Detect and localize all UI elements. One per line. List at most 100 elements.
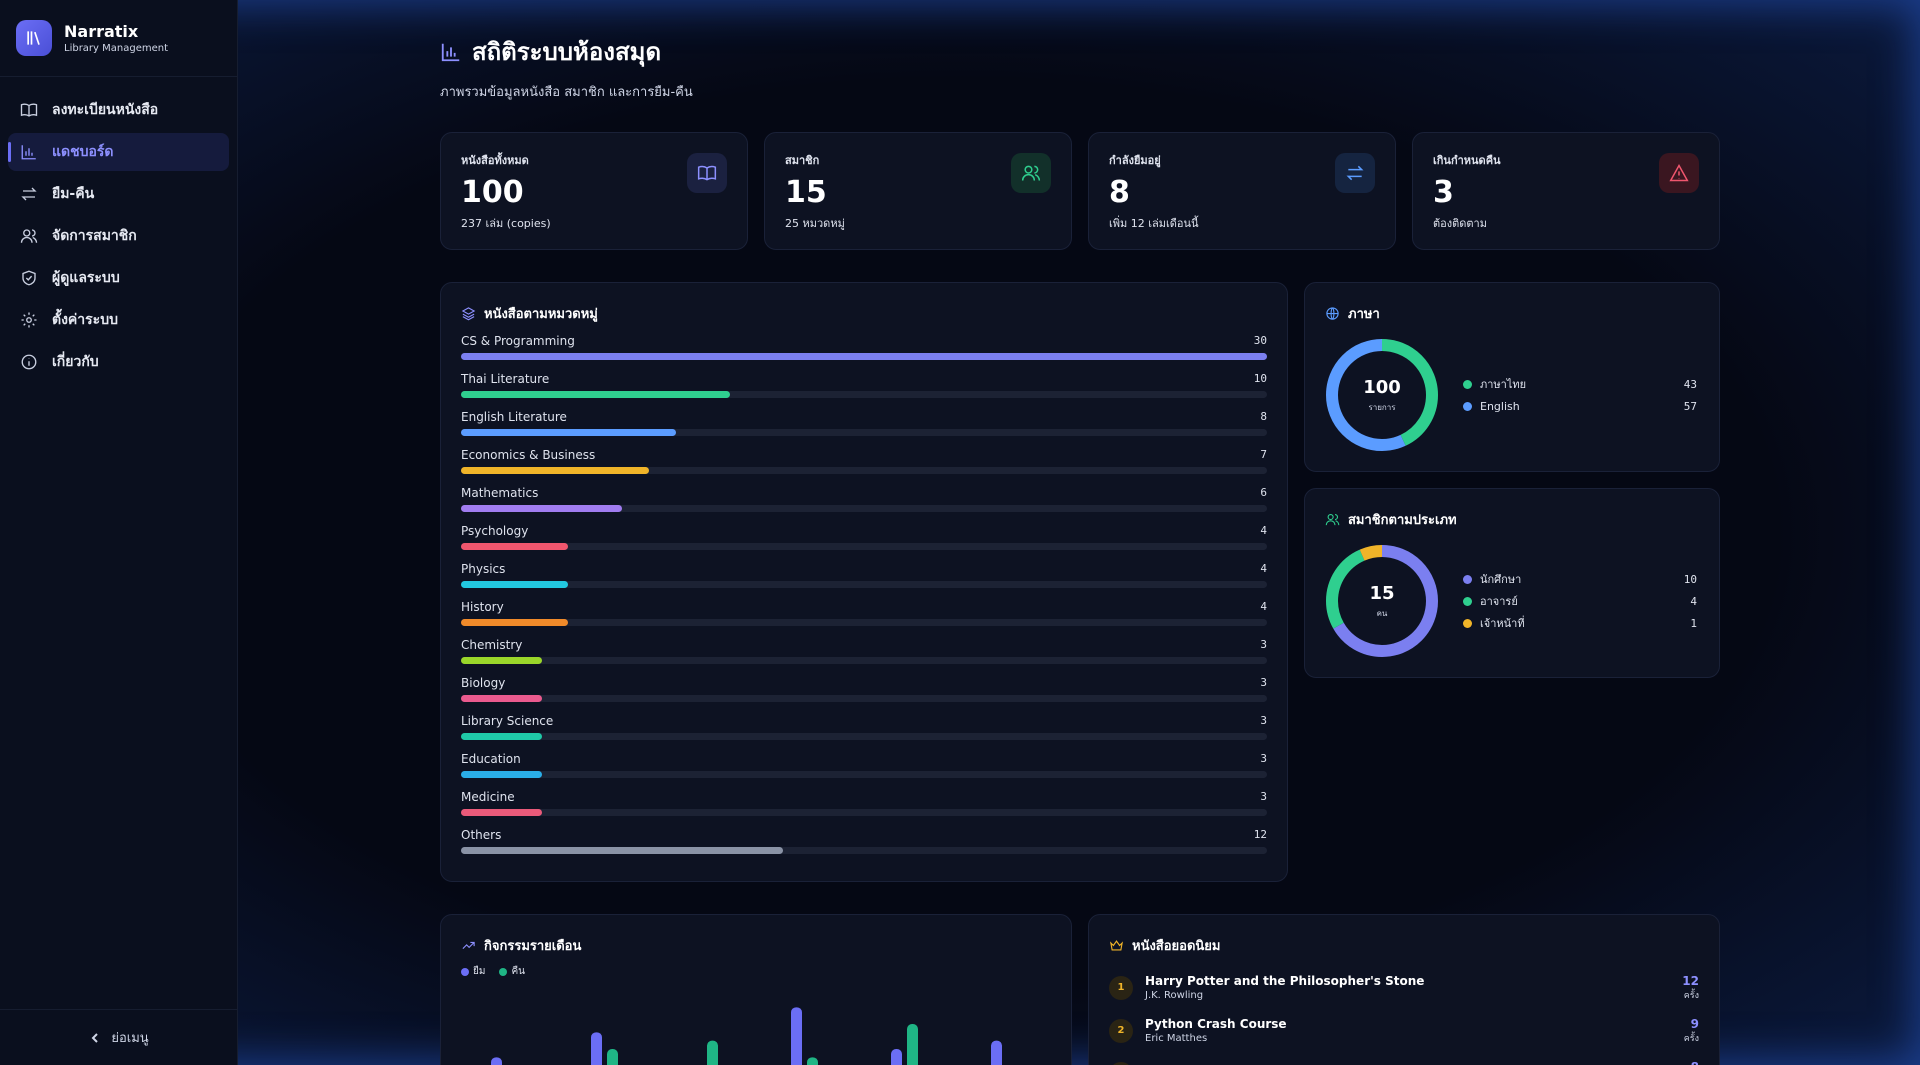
stat-card: หนังสือทั้งหมด 100 237 เล่ม (copies) (440, 132, 748, 250)
category-bar-track (461, 657, 1267, 664)
activity-card: กิจกรรมรายเดือน ยืม คืน (440, 914, 1072, 1065)
donut-slice (1326, 545, 1438, 657)
category-row: Chemistry 3 (461, 638, 1267, 676)
collapse-menu-button[interactable]: ย่อเมนู (0, 1009, 238, 1065)
category-bar-track (461, 733, 1267, 740)
legend-dot (1463, 379, 1472, 389)
sidebar-item-dashboard[interactable]: แดชบอร์ด (8, 133, 229, 171)
language-total: 100 (1363, 376, 1401, 398)
activity-chart (491, 1007, 1002, 1065)
stat-value: 100 (461, 175, 524, 210)
legend-value: 1 (1690, 616, 1697, 630)
category-bar (461, 543, 569, 550)
category-bar-track (461, 353, 1267, 360)
category-bar (461, 733, 542, 740)
legend-item: นักศึกษา 10 (1463, 568, 1697, 590)
swap-icon (1346, 165, 1364, 181)
sidebar-item-catalog[interactable]: ลงทะเบียนหนังสือ (8, 91, 229, 129)
legend-value: 4 (1690, 594, 1697, 608)
sidebar-item-label: ผู้ดูแลระบบ (52, 270, 120, 286)
brand-subtitle: Library Management (64, 43, 169, 54)
category-bar-track (461, 847, 1267, 854)
member-types-title: สมาชิกตามประเภท (1348, 513, 1457, 528)
book-icon (20, 103, 38, 117)
stat-label: สมาชิก (785, 154, 820, 167)
borrow-unit: ครั้ง (1683, 1033, 1699, 1044)
stat-label: เกินกำหนดคืน (1433, 154, 1501, 167)
stat-icon-box (1335, 153, 1375, 193)
category-bar (461, 505, 623, 512)
alert-icon (1669, 163, 1689, 182)
book-author: Eric Matthes (1145, 1033, 1208, 1044)
sidebar-item-admin[interactable]: ผู้ดูแลระบบ (8, 259, 229, 297)
sidebar-item-label: เกี่ยวกับ (52, 354, 99, 370)
category-bar (461, 695, 542, 702)
activity-title: กิจกรรมรายเดือน (484, 939, 582, 954)
category-count: 3 (1260, 638, 1267, 651)
book-title: Python Crash Course (1145, 1017, 1287, 1031)
stat-value: 8 (1109, 175, 1130, 210)
sidebar-item-about[interactable]: เกี่ยวกับ (8, 343, 229, 381)
category-count: 3 (1260, 714, 1267, 727)
stat-label: กำลังยืมอยู่ (1109, 154, 1161, 167)
category-list: CS & Programming 30 Thai Literature 10 E… (461, 334, 1267, 866)
category-name: Economics & Business (461, 448, 596, 462)
category-count: 3 (1260, 752, 1267, 765)
category-count: 3 (1260, 790, 1267, 803)
stat-card: กำลังยืมอยู่ 8 เพิ่ม 12 เล่มเดือนนี้ (1088, 132, 1396, 250)
sidebar-item-borrow[interactable]: ยืม-คืน (8, 175, 229, 213)
member-types-donut: 15 คน (1325, 544, 1439, 658)
category-name: History (461, 600, 504, 614)
activity-bar (607, 1049, 618, 1065)
stat-label: หนังสือทั้งหมด (461, 154, 529, 167)
sidebar-item-settings[interactable]: ตั้งค่าระบบ (8, 301, 229, 339)
language-donut: 100 รายการ (1325, 338, 1439, 452)
category-count: 10 (1253, 372, 1267, 385)
category-row: Mathematics 6 (461, 486, 1267, 524)
legend-dot (461, 967, 469, 976)
donut-slice (1326, 339, 1438, 451)
activity-legend-item: คืน (499, 964, 525, 979)
users-icon (1021, 165, 1041, 181)
collapse-label: ย่อเมนู (111, 1031, 149, 1046)
sidebar-item-members[interactable]: จัดการสมาชิก (8, 217, 229, 255)
category-row: Education 3 (461, 752, 1267, 790)
book-author: J.K. Rowling (1145, 990, 1204, 1001)
category-count: 30 (1253, 334, 1267, 347)
activity-series-name: ยืม (473, 966, 486, 977)
stat-sub: 25 หมวดหมู่ (785, 217, 845, 230)
category-name: Medicine (461, 790, 515, 804)
category-name: Thai Literature (461, 372, 550, 386)
category-bar (461, 467, 650, 474)
category-name: CS & Programming (461, 334, 575, 348)
brand-name: Narratix (64, 22, 139, 41)
sidebar-nav: ลงทะเบียนหนังสือ แดชบอร์ด ยืม-คืน จัดการ… (0, 77, 237, 399)
category-row: English Literature 8 (461, 410, 1267, 448)
popular-book-item[interactable]: 3 Atomic Habits 8 ครั้ง (1109, 1052, 1699, 1065)
stat-card: สมาชิก 15 25 หมวดหมู่ (764, 132, 1072, 250)
category-count: 4 (1260, 562, 1267, 575)
category-bar (461, 771, 542, 778)
legend-dot (1463, 618, 1472, 628)
category-bar-track (461, 467, 1267, 474)
popular-book-item[interactable]: 1 Harry Potter and the Philosopher's Sto… (1109, 966, 1699, 1009)
users-icon (20, 229, 38, 243)
activity-bar (891, 1049, 902, 1065)
category-row: Others 12 (461, 828, 1267, 866)
legend-item: อาจารย์ 4 (1463, 590, 1697, 612)
sidebar-item-label: ตั้งค่าระบบ (52, 312, 118, 328)
legend-value: 57 (1683, 399, 1697, 413)
activity-bar (791, 1007, 802, 1065)
popular-book-item[interactable]: 2 Python Crash Course Eric Matthes 9 ครั… (1109, 1009, 1699, 1052)
category-name: Psychology (461, 524, 529, 538)
category-row: CS & Programming 30 (461, 334, 1267, 372)
legend-label: English (1480, 399, 1520, 413)
language-title: ภาษา (1348, 307, 1380, 322)
sidebar-item-label: แดชบอร์ด (52, 144, 114, 160)
popular-title: หนังสือยอดนิยม (1132, 939, 1221, 954)
brand[interactable]: Narratix Library Management (0, 0, 237, 77)
shield-icon (22, 270, 36, 286)
page-title: สถิติระบบห้องสมุด (472, 38, 662, 66)
category-row: Physics 4 (461, 562, 1267, 600)
rank-badge: 2 (1109, 1018, 1133, 1043)
